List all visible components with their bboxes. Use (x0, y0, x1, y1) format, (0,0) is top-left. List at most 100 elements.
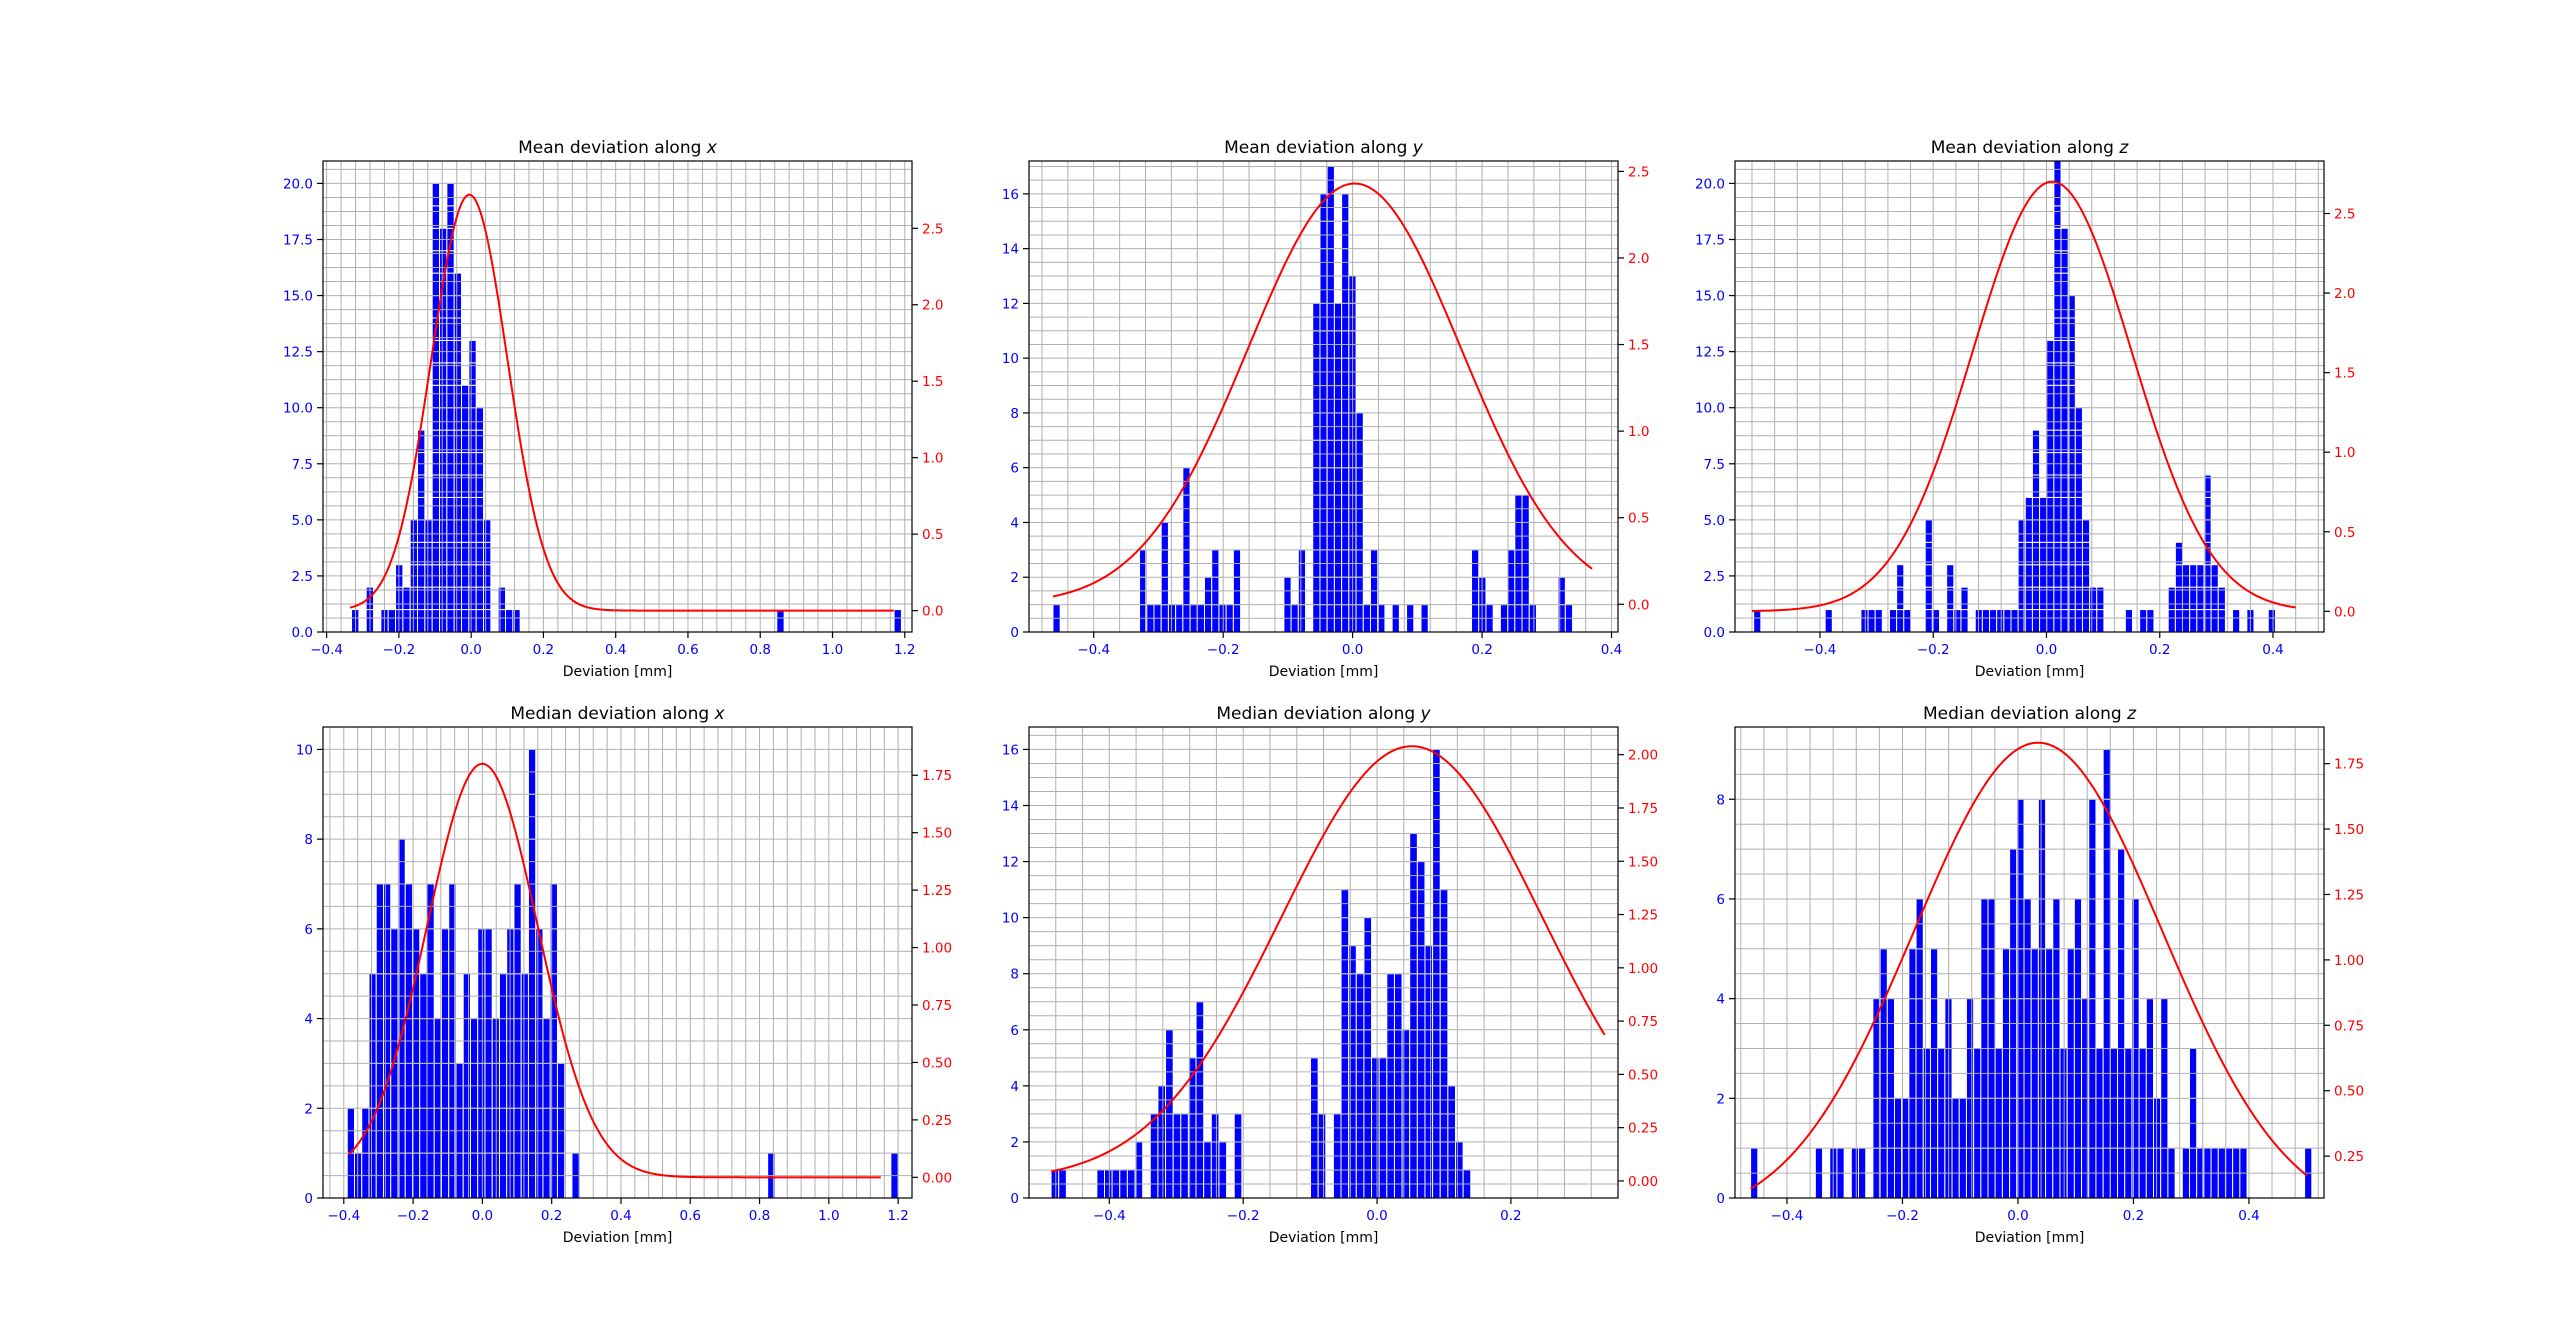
subplot-mean-x: −0.4 −0.2 0.0 0.2 0.4 0.6 0.8 1.0 1.2 0.0 2.5 5.0 7.… (283, 138, 944, 680)
y-tick-label: 2.5 (1704, 569, 1725, 585)
histogram-bar (2053, 362, 2062, 386)
histogram-bar (2210, 609, 2219, 633)
histogram-bar (2074, 496, 2083, 521)
grid (323, 726, 913, 1199)
histogram-bar (431, 384, 441, 409)
histogram-bar (453, 272, 463, 297)
x-axis-label: Deviation [mm] (1975, 664, 2085, 680)
y-tick-label: 2 (1010, 570, 1019, 586)
y2-tick-label: 2.00 (1628, 748, 1658, 764)
histogram-bar (1924, 519, 1933, 543)
y-tick-label: 16 (1002, 187, 1019, 203)
y-tick-label: 0 (304, 1191, 313, 1207)
grid (1028, 727, 1619, 1199)
y-tick-label: 2 (1716, 1091, 1725, 1107)
y-tick-label: 5.0 (292, 513, 313, 529)
histogram-bar (439, 496, 448, 521)
y2-tick-label: 0.25 (1628, 1121, 1658, 1137)
y2-tick-label: 0.75 (1628, 1014, 1658, 1030)
histogram-bar (2053, 541, 2062, 566)
histogram-bar (439, 609, 448, 633)
histogram-bar (2081, 519, 2091, 543)
y-tick-label: 15.0 (283, 289, 313, 305)
histogram-bar (453, 586, 463, 611)
y-tick-label: 20.0 (1695, 176, 1725, 192)
histogram-bar (2024, 541, 2033, 566)
histogram-bar (431, 541, 441, 566)
subplot-mean-z: −0.4 −0.2 0.0 0.2 0.4 0.0 2.5 5.0 7.5 10.0 12.5 15.… (1695, 138, 2356, 680)
histogram-bar (453, 295, 463, 319)
x-tick-label: 0.0 (1366, 1208, 1387, 1224)
subplot-median-z: −0.4 −0.2 0.0 0.2 0.4 0 2 4 6 8 0.25 0.50 0.75 1.00 1.… (1716, 704, 2364, 1246)
histogram-bar (2139, 609, 2148, 633)
subplot-mean-y: −0.4 −0.2 0.0 0.2 0.4 0 2 4 6 8 10 12 14 16 0.0 0.5 1.0 1… (1002, 138, 1650, 680)
histogram-bar (2053, 496, 2062, 521)
histogram-bar (2217, 609, 2226, 633)
histogram-bar (2053, 160, 2062, 184)
histogram-bar (2053, 317, 2062, 341)
histogram-bar (2203, 474, 2212, 498)
histogram-bar (431, 182, 441, 207)
y2-tick-label: 0.25 (922, 1113, 952, 1129)
histogram-bar (2031, 519, 2041, 543)
histogram-bar (424, 609, 433, 633)
x-tick-label: 0.2 (2123, 1208, 2144, 1224)
histogram-bar (446, 586, 455, 611)
histogram-bar (431, 609, 441, 633)
histogram-bar (402, 586, 411, 611)
histogram-bar (461, 496, 470, 521)
chart-title-variable: z (2118, 138, 2129, 158)
histogram-bar (2046, 541, 2055, 566)
x-tick-label: 1.2 (887, 1208, 908, 1224)
y2-tick-label: 1.75 (2334, 757, 2364, 773)
histogram-bar (402, 609, 411, 633)
histogram-bar (417, 586, 426, 611)
histogram-bar (453, 317, 463, 341)
histogram-bar (2053, 295, 2062, 319)
y-tick-label: 10.0 (283, 401, 313, 417)
y2-tick-label: 0.5 (922, 527, 943, 543)
histogram-bar (468, 474, 477, 498)
histogram-bar (2031, 609, 2041, 633)
histogram-bar (483, 609, 492, 633)
y-tick-label: 12.5 (283, 345, 313, 361)
histogram-bar (2031, 474, 2041, 498)
histogram-bar (1924, 609, 1933, 633)
histogram-bar (446, 474, 455, 498)
chart-title-text: Median deviation along (1216, 704, 1420, 724)
histogram-bar (1960, 609, 1969, 633)
x-axis-label: Deviation [mm] (563, 1230, 673, 1246)
histogram-bar (2060, 474, 2069, 498)
histogram-bar (2053, 182, 2062, 207)
histogram-bar (2074, 474, 2083, 498)
histogram-bar (439, 586, 448, 611)
y-tick-label: 0.0 (292, 625, 313, 641)
x-tick-label: 1.0 (822, 642, 843, 658)
histogram-bar (2060, 519, 2069, 543)
histogram-bar (439, 362, 448, 386)
x-tick-label: 0.0 (472, 1208, 493, 1224)
histogram-bar (2046, 407, 2055, 431)
y2-tick-label: 0.00 (922, 1170, 952, 1186)
histogram-bar (2053, 474, 2062, 498)
histogram-bar (446, 429, 455, 454)
histogram-bar (439, 429, 448, 454)
chart-title-text: Mean deviation along (518, 138, 707, 158)
y2-tick-label: 1.00 (2334, 953, 2364, 969)
y2-tick-label: 0.0 (922, 604, 943, 620)
x-tick-label: 0.2 (533, 642, 554, 658)
y2-tick-label: 0.50 (2334, 1084, 2364, 1100)
y-tick-label: 2 (1010, 1135, 1019, 1151)
histogram-bar (2046, 496, 2055, 521)
y-tick-label: 6 (1010, 461, 1019, 477)
histogram-bar (1946, 609, 1955, 633)
x-tick-label: 0.4 (605, 642, 626, 658)
y2-tick-label: 2.0 (2334, 286, 2355, 302)
histogram-bar (446, 384, 455, 409)
histogram-bar (475, 519, 485, 543)
histogram-bar (439, 541, 448, 566)
histogram-bar (2039, 541, 2048, 566)
histogram-bar (468, 541, 477, 566)
histogram-bar (409, 586, 419, 611)
histogram-bar (2146, 609, 2155, 633)
